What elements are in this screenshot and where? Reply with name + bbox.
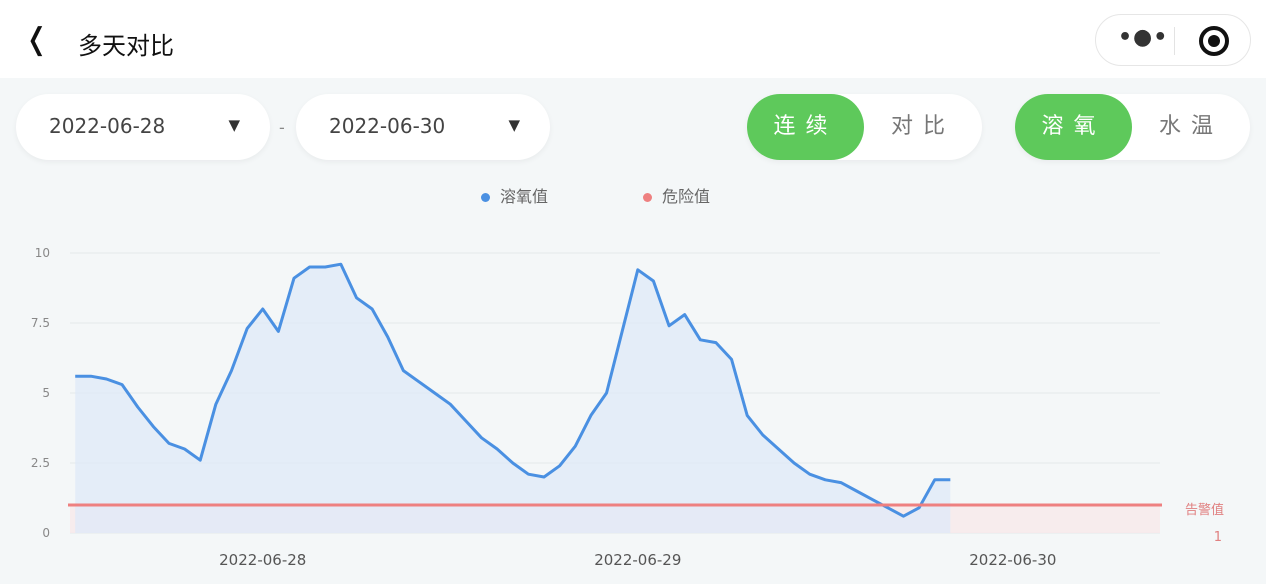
triangle-down-icon: ▼: [228, 116, 240, 134]
y-tick-label: 5: [42, 386, 50, 400]
legend-item-danger[interactable]: 危险值: [643, 183, 710, 207]
y-tick-label: 10: [35, 246, 50, 260]
legend-label: 危险值: [662, 187, 711, 206]
start-date-value: 2022-06-28: [49, 114, 166, 138]
metric-toggle: 溶氧 水温: [1015, 94, 1250, 160]
more-dots-icon[interactable]: •●•: [1118, 25, 1169, 50]
y-tick-label: 0: [42, 526, 50, 540]
metric-temperature-tab[interactable]: 水温: [1158, 114, 1223, 139]
header-bar: ❬ 多天对比 •●•: [0, 0, 1266, 78]
x-tick-label: 2022-06-29: [594, 551, 681, 569]
mode-continuous-tab[interactable]: 连续: [747, 94, 864, 160]
y-tick-label: 2.5: [31, 456, 50, 470]
mode-compare-tab[interactable]: 对比: [890, 114, 955, 139]
x-tick-label: 2022-06-30: [969, 551, 1056, 569]
y-tick-label: 7.5: [31, 316, 50, 330]
threshold-value: 1: [1214, 530, 1222, 545]
metric-oxygen-tab[interactable]: 溶氧: [1015, 94, 1132, 160]
threshold-label: 告警值: [1185, 502, 1224, 518]
legend-dot: [643, 193, 652, 202]
end-date-picker[interactable]: 2022-06-30 ▼: [296, 94, 550, 160]
legend-dot: [481, 193, 490, 202]
triangle-down-icon: ▼: [508, 116, 520, 134]
date-separator: -: [279, 118, 285, 137]
oxygen-line: [75, 262, 951, 518]
legend-label: 溶氧值: [500, 187, 549, 206]
mode-toggle: 连续 对比: [747, 94, 982, 160]
page-title: 多天对比: [78, 32, 174, 60]
oxygen-area: [75, 264, 951, 533]
divider: [1174, 27, 1175, 55]
end-date-value: 2022-06-30: [329, 114, 446, 138]
back-button[interactable]: ❬: [24, 22, 50, 57]
x-tick-label: 2022-06-28: [219, 551, 306, 569]
target-circle-icon[interactable]: [1199, 26, 1229, 56]
start-date-picker[interactable]: 2022-06-28 ▼: [16, 94, 270, 160]
legend-item-oxygen[interactable]: 溶氧值: [481, 183, 548, 207]
mini-program-capsule: •●•: [1095, 14, 1251, 66]
